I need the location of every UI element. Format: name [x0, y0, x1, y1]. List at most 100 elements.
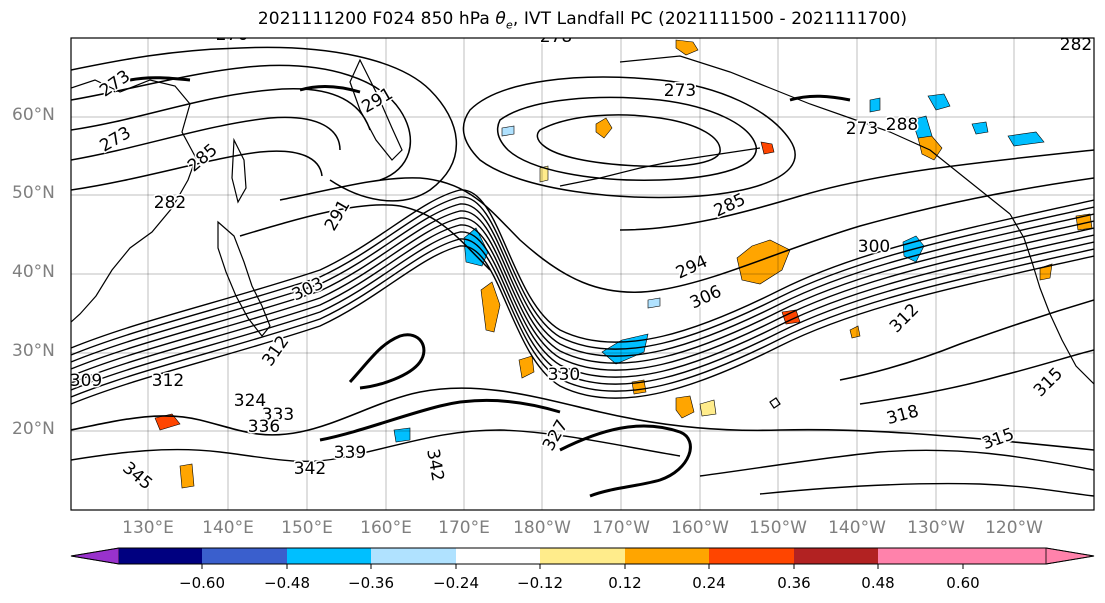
map-frame — [70, 37, 1095, 511]
lon-label: 150°W — [749, 518, 807, 538]
colorbar-segment — [456, 548, 540, 564]
lon-label: 170°E — [438, 518, 490, 538]
coastline-hawaii — [769, 397, 781, 409]
contour-line — [279, 177, 1094, 294]
negative-anomaly — [971, 121, 989, 135]
coastline-aleutians — [559, 147, 761, 187]
colorbar-tick-label: 0.60 — [946, 574, 980, 592]
contour-line — [71, 88, 371, 131]
light-negative-anomaly — [501, 125, 515, 137]
contour-line — [71, 203, 1094, 363]
ivt-pc-shading — [154, 39, 1093, 489]
contour-line — [759, 482, 1094, 497]
contour-line — [71, 196, 1094, 356]
contour-line — [559, 424, 692, 498]
positive-anomaly — [179, 463, 195, 489]
contour-label: 282 — [154, 193, 186, 213]
lon-label: 120°W — [985, 518, 1043, 538]
contour-label: 324 — [234, 391, 266, 411]
colorbar-tick-label: 0.36 — [777, 574, 811, 592]
positive-anomaly — [849, 325, 861, 339]
lon-label: 130°E — [122, 518, 174, 538]
lat-label: 40°N — [12, 262, 55, 282]
lat-label: 60°N — [12, 105, 55, 125]
colorbar-segment — [878, 548, 1046, 564]
colorbar-extend-min — [70, 547, 120, 565]
contour-line — [536, 114, 721, 168]
contour-line — [839, 299, 1094, 381]
colorbar-segment — [202, 548, 287, 564]
contour-line — [71, 245, 1094, 405]
positive-anomaly — [675, 395, 695, 419]
lat-label: 30°N — [12, 341, 55, 361]
negative-anomaly — [869, 97, 881, 113]
light-positive-anomaly — [699, 399, 717, 417]
contour-label: 282 — [1060, 35, 1092, 55]
negative-anomaly — [927, 93, 951, 111]
lon-label: 160°E — [360, 518, 412, 538]
lat-label: 50°N — [12, 183, 55, 203]
lon-label: 140°E — [202, 518, 254, 538]
contour-line — [496, 96, 757, 181]
contour-label: 276 — [216, 25, 248, 45]
contour-line — [71, 189, 1094, 349]
positive-anomaly — [736, 239, 791, 285]
contour-line — [299, 84, 361, 94]
lon-label: 160°W — [671, 518, 729, 538]
colorbar-tick-label: 0.48 — [861, 574, 895, 592]
lat-label: 20°N — [12, 419, 55, 439]
theta-e-contours — [71, 46, 1094, 498]
contour-label: 339 — [334, 443, 366, 463]
contour-label: 330 — [548, 365, 580, 385]
coastline-sakhalin — [231, 137, 247, 204]
coastline-north-america — [1009, 213, 1094, 385]
contour-line — [699, 449, 1094, 477]
colorbar-segment — [709, 548, 794, 564]
colorbar — [70, 547, 1095, 569]
positive-anomaly — [480, 281, 501, 333]
contour-line — [71, 387, 1094, 451]
contour-line — [71, 217, 1094, 377]
coastline-asia — [71, 79, 197, 323]
contour-line — [239, 204, 491, 271]
contour-label: 300 — [858, 237, 890, 257]
colorbar-tick-label: −0.60 — [179, 574, 225, 592]
colorbar-tick-label: −0.36 — [348, 574, 394, 592]
lon-label: 140°W — [828, 518, 886, 538]
colorbar-tick-label: −0.24 — [433, 574, 479, 592]
contour-line — [71, 238, 1094, 398]
colorbar-segment — [794, 548, 878, 564]
map-title: 2021111200 F024 850 hPa θe, IVT Landfall… — [257, 9, 908, 32]
colorbar-tick-label: 0.12 — [608, 574, 642, 592]
colorbar-segment — [119, 548, 202, 564]
positive-anomaly — [595, 117, 613, 139]
contour-line — [71, 46, 457, 202]
lon-label: 150°E — [281, 518, 333, 538]
colorbar-segment — [371, 548, 456, 564]
contour-label: 288 — [886, 115, 918, 135]
contour-line — [71, 64, 411, 181]
colorbar-tick-label: −0.12 — [517, 574, 563, 592]
coastline-alaska — [619, 55, 1011, 215]
colorbar-extend-max — [1045, 547, 1095, 565]
negative-anomaly — [911, 115, 933, 139]
contour-label: 273 — [664, 81, 696, 101]
contour-line — [71, 429, 681, 463]
lon-label: 170°W — [592, 518, 650, 538]
contour-line — [71, 150, 323, 191]
contour-line — [71, 210, 1094, 370]
contour-line — [71, 116, 341, 161]
contour-label: 312 — [152, 371, 184, 391]
light-positive-anomaly — [539, 165, 549, 183]
contour-line — [789, 94, 851, 102]
colorbar-segment — [540, 548, 625, 564]
contour-label: 309 — [70, 371, 102, 391]
contour-line — [129, 76, 191, 82]
contour-label: 336 — [248, 417, 280, 437]
contour-line — [71, 224, 1094, 384]
contour-label: 278 — [540, 27, 572, 47]
contour-line — [859, 349, 1094, 405]
colorbar-segment — [287, 548, 371, 564]
